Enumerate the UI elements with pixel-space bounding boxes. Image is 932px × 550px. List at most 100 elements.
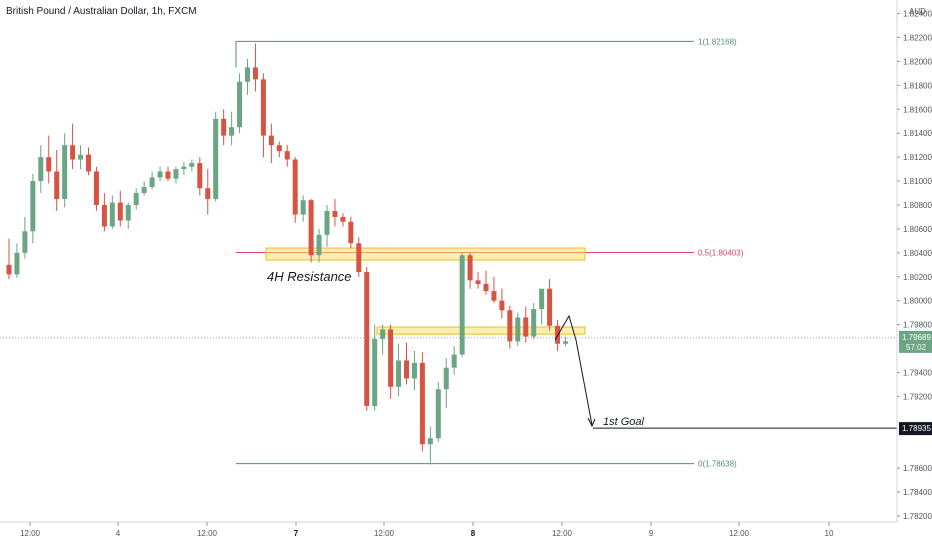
candle-body — [141, 187, 147, 194]
candle[interactable] — [396, 343, 402, 397]
resistance-zone-2[interactable] — [376, 326, 586, 335]
candle[interactable] — [78, 145, 84, 170]
candle[interactable] — [539, 288, 545, 325]
candle[interactable] — [30, 173, 36, 244]
candle[interactable] — [245, 59, 250, 95]
candle[interactable] — [213, 111, 219, 202]
x-tick-label: 12:00 — [20, 529, 41, 538]
candle[interactable] — [229, 111, 235, 146]
candle[interactable] — [205, 169, 211, 215]
candle-body — [435, 389, 441, 439]
candle[interactable] — [443, 358, 449, 409]
candle[interactable] — [101, 193, 107, 232]
candle[interactable] — [268, 123, 274, 164]
candle[interactable] — [308, 198, 314, 263]
candle[interactable] — [237, 73, 243, 134]
candle[interactable] — [324, 204, 330, 247]
resistance-zone-1[interactable] — [265, 247, 586, 261]
candle[interactable] — [86, 147, 91, 176]
candle[interactable] — [411, 350, 417, 391]
candle[interactable] — [467, 252, 473, 289]
candle[interactable] — [372, 324, 378, 411]
candle-body — [6, 264, 12, 275]
candle[interactable] — [276, 141, 282, 158]
candle[interactable] — [348, 216, 354, 249]
candle[interactable] — [451, 346, 457, 375]
y-tick-label: 1.82000 — [903, 57, 932, 66]
candle[interactable] — [252, 43, 258, 92]
candle-body — [427, 438, 433, 445]
candle[interactable] — [340, 213, 346, 227]
x-tick-label: 12:00 — [552, 529, 573, 538]
last-price-value: 1.79689 — [902, 333, 931, 342]
candle[interactable] — [38, 145, 44, 194]
candle[interactable] — [332, 198, 338, 227]
candle[interactable] — [133, 188, 139, 210]
candle[interactable] — [563, 336, 568, 347]
candle[interactable] — [292, 157, 298, 223]
candle[interactable] — [165, 166, 171, 182]
candle[interactable] — [499, 288, 505, 319]
candle-body — [197, 163, 203, 189]
candle[interactable] — [483, 270, 489, 295]
x-tick-label: 12:00 — [374, 529, 395, 538]
candle-body — [443, 367, 449, 390]
candle[interactable] — [380, 324, 386, 355]
candle[interactable] — [173, 166, 179, 184]
candle[interactable] — [364, 267, 370, 411]
candle[interactable] — [181, 161, 187, 176]
candle[interactable] — [14, 243, 20, 278]
y-tick-label: 1.79200 — [903, 392, 932, 401]
candle[interactable] — [427, 426, 433, 465]
candle-body — [547, 288, 553, 326]
candle[interactable] — [157, 166, 163, 182]
candle[interactable] — [260, 73, 266, 158]
candle[interactable] — [125, 202, 131, 229]
candle-body — [292, 159, 298, 215]
candle[interactable] — [141, 181, 147, 196]
candle[interactable] — [507, 305, 513, 349]
x-tick-label: 9 — [649, 529, 654, 538]
candle-body — [237, 81, 243, 128]
candle[interactable] — [149, 171, 155, 190]
candle[interactable] — [54, 149, 60, 211]
candle[interactable] — [62, 133, 68, 208]
candle[interactable] — [435, 382, 441, 442]
candle[interactable] — [531, 303, 537, 339]
candle[interactable] — [189, 159, 195, 172]
candle[interactable] — [523, 306, 529, 343]
goal-label: 1st Goal — [603, 416, 645, 428]
candle[interactable] — [300, 195, 306, 222]
candle[interactable] — [6, 238, 12, 280]
candle[interactable] — [475, 271, 481, 289]
candle[interactable] — [70, 123, 76, 170]
candle[interactable] — [356, 237, 362, 277]
candle[interactable] — [117, 190, 123, 227]
candle[interactable] — [22, 216, 28, 259]
fib-level-1-label: 1(1.82168) — [698, 37, 737, 46]
candle-body — [419, 362, 425, 445]
candle[interactable] — [109, 195, 115, 229]
candle[interactable] — [515, 312, 521, 347]
candle[interactable] — [459, 252, 465, 357]
candle-body — [284, 151, 290, 160]
candle[interactable] — [93, 166, 99, 211]
candle[interactable] — [316, 228, 322, 263]
candle-body — [332, 210, 338, 217]
candle[interactable] — [547, 279, 553, 331]
candle-body — [380, 329, 386, 339]
candle-body — [348, 221, 354, 244]
candle-body — [316, 234, 322, 256]
candle[interactable] — [46, 135, 52, 184]
candle[interactable] — [419, 352, 425, 452]
candle-body — [475, 280, 481, 284]
candle[interactable] — [491, 276, 497, 304]
candle[interactable] — [221, 109, 227, 146]
candle[interactable] — [197, 157, 203, 196]
candle[interactable] — [388, 324, 394, 399]
candle[interactable] — [284, 145, 290, 167]
candle[interactable] — [404, 342, 409, 385]
candle-body — [157, 171, 163, 178]
candle-body — [86, 154, 91, 172]
